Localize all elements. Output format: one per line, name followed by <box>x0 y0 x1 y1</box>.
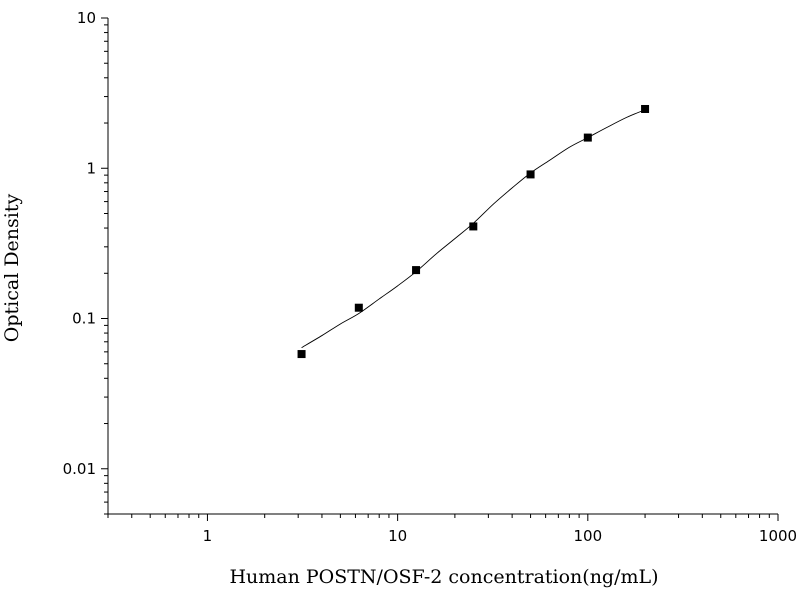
y-tick-label: 0.1 <box>72 310 96 328</box>
x-tick-label: 1 <box>203 527 213 545</box>
y-tick-label: 10 <box>77 9 96 27</box>
data-point <box>641 104 650 113</box>
y-tick-label: 1 <box>86 159 96 177</box>
axes: 1 10 100 1000 0.01 0.1 1 10 <box>63 9 798 545</box>
data-point <box>297 350 306 359</box>
data-points <box>297 104 650 359</box>
data-point <box>469 222 478 231</box>
data-point <box>354 303 363 312</box>
x-axis-title: Human POSTN/OSF-2 concentration(ng/mL) <box>229 566 658 588</box>
data-point <box>526 170 535 179</box>
y-axis-title: Optical Density <box>1 194 23 343</box>
data-point <box>583 133 592 142</box>
data-point <box>412 266 421 275</box>
x-tick-label: 100 <box>573 527 602 545</box>
x-tick-label: 1000 <box>759 527 797 545</box>
x-tick-label: 10 <box>388 527 407 545</box>
y-tick-label: 0.01 <box>63 460 96 478</box>
